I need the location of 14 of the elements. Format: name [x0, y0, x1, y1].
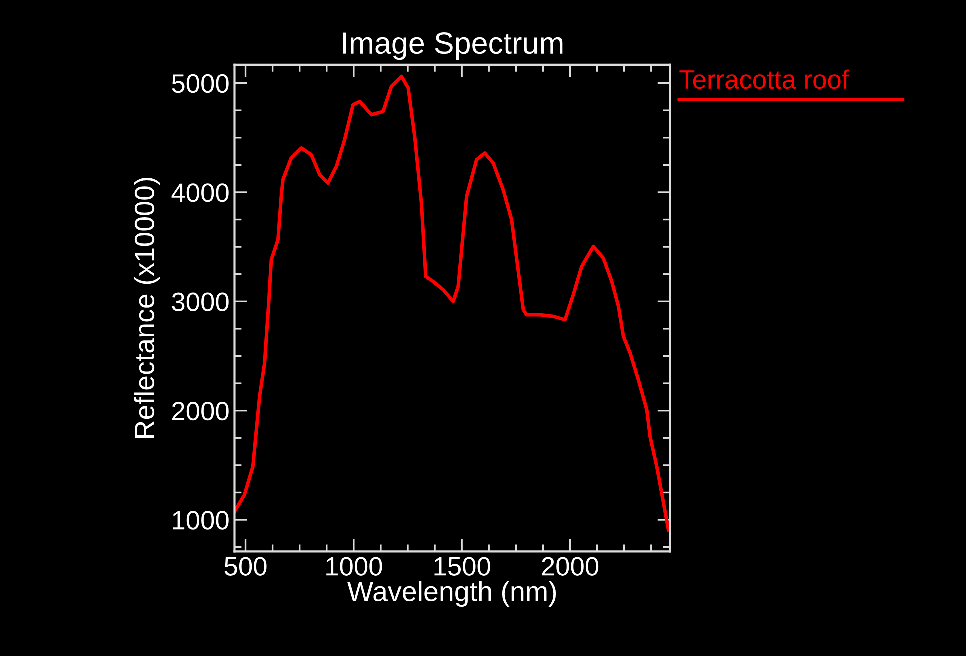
x-tick-label: 1000 [326, 557, 382, 576]
chart-title: Image Spectrum [343, 32, 563, 60]
text: Terracotta roof [680, 70, 850, 90]
y-tick-label: 2000 [172, 402, 229, 421]
y-tick-label: 3000 [172, 292, 229, 312]
y-tick-label: 4000 [172, 184, 229, 202]
y-tick-label: 5000 [172, 74, 229, 94]
x-tick-label: 1500 [434, 557, 490, 576]
x-axis-title: Wavelength (nm) [347, 581, 556, 608]
x-tick-label: 2000 [542, 557, 599, 576]
y-tick-label: 1000 [173, 511, 229, 530]
x-tick-label: 500 [224, 557, 267, 576]
line-series [234, 74, 670, 532]
y-axis-title: Reflectance (x10000) [134, 178, 160, 438]
